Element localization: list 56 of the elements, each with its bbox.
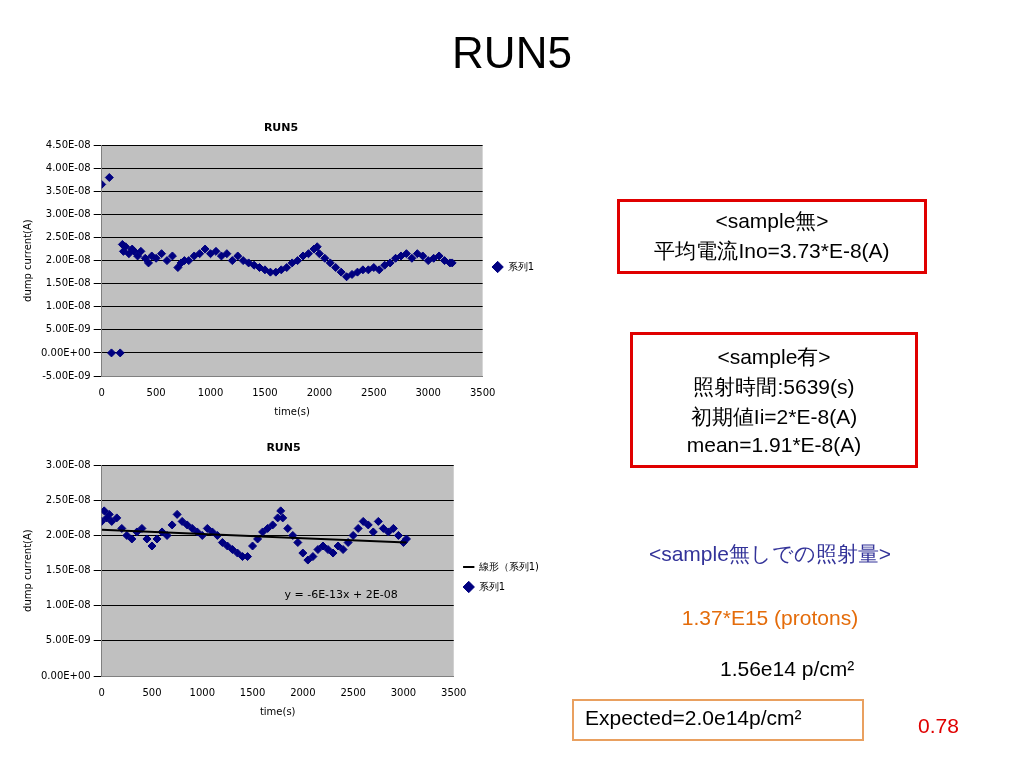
y-tick-label: 3.00E-08 [45,208,91,220]
x-tick-label: 2500 [340,686,366,698]
y-tick-label: 4.50E-08 [45,138,91,150]
y-tick-label: 2.00E-08 [45,254,91,266]
text: <sample有> [716,344,832,370]
text: 1.37*E15 (protons) [680,606,860,630]
y-axis-title: dump current(A) [21,219,33,302]
y-tick-label: 5.00E-09 [45,634,91,646]
y-tick-label: 2.50E-08 [45,493,91,505]
x-tick-label: 3000 [390,686,417,698]
x-tick-label: 3500 [441,686,467,698]
y-tick-label: 3.50E-08 [45,184,91,196]
y-tick-label: 0.00E+00 [41,669,91,681]
x-tick-label: 1000 [197,386,224,398]
y-tick-label: 4.00E-08 [45,161,91,173]
y-tick-label: 1.50E-08 [45,564,91,576]
x-tick-label: 500 [142,686,162,698]
y-tick-label: -5.00E-09 [42,369,91,381]
x-tick-label: 1500 [239,686,266,698]
text: <sample無しでの照射量> [647,541,893,567]
y-tick-label: 2.50E-08 [45,231,91,243]
annotation: y = -6E-13x + 2E-08 [284,588,398,601]
y-tick-label: 2.00E-08 [45,529,91,541]
legend-label: 系列1 [507,260,535,272]
x-tick-label: 1000 [189,686,215,698]
x-axis-title: time(s) [259,705,296,717]
x-tick-label: 2000 [290,686,316,698]
text: 0.78 [918,714,959,738]
text: 平均電流Ino=3.73*E-8(A) [653,238,891,264]
x-tick-label: 3500 [469,386,496,398]
legend-label: 系列1 [478,580,506,592]
text: 照射時間:5639(s) [692,374,856,400]
text: Expected=2.0e14p/cm² [585,706,802,730]
y-tick-label: 5.00E-09 [45,323,91,335]
x-tick-label: 1500 [252,386,278,398]
y-axis-title: dump current(A) [21,529,33,612]
y-tick-label: 1.00E-08 [45,300,91,312]
x-axis-title: time(s) [274,405,311,417]
text: <sample無> [714,208,830,234]
legend-label: 線形（系列1) [477,560,540,572]
y-tick-label: 1.00E-08 [45,599,91,611]
x-tick-label: 2500 [361,386,387,398]
y-tick-label: 1.50E-08 [45,277,91,289]
x-tick-label: 0 [98,386,105,398]
text: 1.56e14 p/cm² [720,657,855,681]
x-tick-label: 3000 [415,386,441,398]
y-tick-label: 3.00E-08 [45,458,91,470]
text: RUN5 [451,28,573,78]
chart-title: RUN5 [266,441,301,455]
chart-title: RUN5 [263,121,299,135]
x-tick-label: 2000 [306,386,333,398]
text: mean=1.91*E-8(A) [685,433,863,457]
x-tick-label: 500 [146,386,166,398]
text: 初期値Ii=2*E-8(A) [689,404,859,430]
y-tick-label: 0.00E+00 [41,346,91,358]
x-tick-label: 0 [98,686,105,698]
